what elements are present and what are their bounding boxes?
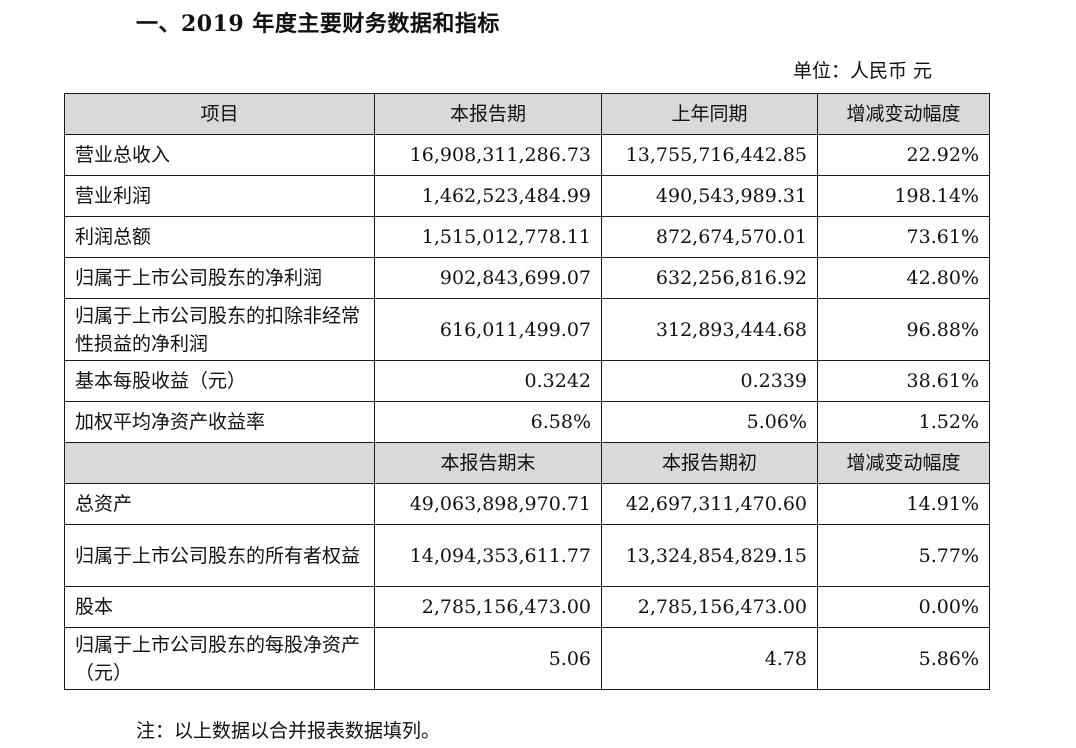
row-label: 总资产 bbox=[64, 483, 375, 525]
current-value: 1,462,523,484.99 bbox=[374, 175, 602, 217]
table-row: 利润总额 1,515,012,778.11 872,674,570.01 73.… bbox=[64, 216, 990, 258]
header-blank bbox=[64, 442, 375, 484]
current-value: 6.58% bbox=[374, 401, 602, 443]
header-item: 项目 bbox=[64, 93, 375, 135]
row-label: 营业总收入 bbox=[64, 134, 375, 176]
change-value: 38.61% bbox=[817, 360, 990, 402]
table-row: 基本每股收益（元） 0.3242 0.2339 38.61% bbox=[64, 360, 990, 402]
current-value: 2,785,156,473.00 bbox=[374, 586, 602, 628]
change-value: 96.88% bbox=[817, 298, 990, 361]
change-value: 42.80% bbox=[817, 257, 990, 299]
change-value: 22.92% bbox=[817, 134, 990, 176]
header-previous-period: 上年同期 bbox=[601, 93, 818, 135]
header-change: 增减变动幅度 bbox=[817, 93, 990, 135]
header-current-period: 本报告期 bbox=[374, 93, 602, 135]
table-row: 营业总收入 16,908,311,286.73 13,755,716,442.8… bbox=[64, 134, 990, 176]
current-value: 14,094,353,611.77 bbox=[374, 524, 602, 587]
row-label: 归属于上市公司股东的净利润 bbox=[64, 257, 375, 299]
current-value: 616,011,499.07 bbox=[374, 298, 602, 361]
table-header-row: 项目 本报告期 上年同期 增减变动幅度 bbox=[64, 93, 990, 135]
table-row: 归属于上市公司股东的每股净资产（元） 5.06 4.78 5.86% bbox=[64, 627, 990, 690]
row-label: 归属于上市公司股东的扣除非经常性损益的净利润 bbox=[64, 298, 375, 361]
row-label: 基本每股收益（元） bbox=[64, 360, 375, 402]
header-period-start: 本报告期初 bbox=[601, 442, 818, 484]
previous-value: 42,697,311,470.60 bbox=[601, 483, 818, 525]
row-label: 归属于上市公司股东的每股净资产（元） bbox=[64, 627, 375, 690]
unit-label: 单位：人民币 元 bbox=[792, 60, 932, 82]
row-label: 股本 bbox=[64, 586, 375, 628]
current-value: 49,063,898,970.71 bbox=[374, 483, 602, 525]
row-label: 加权平均净资产收益率 bbox=[64, 401, 375, 443]
current-value: 902,843,699.07 bbox=[374, 257, 602, 299]
table-row: 营业利润 1,462,523,484.99 490,543,989.31 198… bbox=[64, 175, 990, 217]
previous-value: 312,893,444.68 bbox=[601, 298, 818, 361]
table-subheader-row: 本报告期末 本报告期初 增减变动幅度 bbox=[64, 442, 990, 484]
table-row: 股本 2,785,156,473.00 2,785,156,473.00 0.0… bbox=[64, 586, 990, 628]
row-label: 营业利润 bbox=[64, 175, 375, 217]
current-value: 5.06 bbox=[374, 627, 602, 690]
section-title: 一、2019 年度主要财务数据和指标 bbox=[136, 11, 500, 37]
change-value: 73.61% bbox=[817, 216, 990, 258]
footnote: 注：以上数据以合并报表数据填列。 bbox=[136, 720, 441, 742]
previous-value: 2,785,156,473.00 bbox=[601, 586, 818, 628]
row-label: 归属于上市公司股东的所有者权益 bbox=[64, 524, 375, 587]
previous-value: 490,543,989.31 bbox=[601, 175, 818, 217]
current-value: 1,515,012,778.11 bbox=[374, 216, 602, 258]
change-value: 5.77% bbox=[817, 524, 990, 587]
row-label: 利润总额 bbox=[64, 216, 375, 258]
previous-value: 5.06% bbox=[601, 401, 818, 443]
table-row: 归属于上市公司股东的所有者权益 14,094,353,611.77 13,324… bbox=[64, 524, 990, 587]
previous-value: 632,256,816.92 bbox=[601, 257, 818, 299]
previous-value: 13,324,854,829.15 bbox=[601, 524, 818, 587]
header-change: 增减变动幅度 bbox=[817, 442, 990, 484]
current-value: 16,908,311,286.73 bbox=[374, 134, 602, 176]
table-row: 归属于上市公司股东的净利润 902,843,699.07 632,256,816… bbox=[64, 257, 990, 299]
table-row: 总资产 49,063,898,970.71 42,697,311,470.60 … bbox=[64, 483, 990, 525]
change-value: 14.91% bbox=[817, 483, 990, 525]
change-value: 5.86% bbox=[817, 627, 990, 690]
table-row: 加权平均净资产收益率 6.58% 5.06% 1.52% bbox=[64, 401, 990, 443]
financial-data-table: 项目 本报告期 上年同期 增减变动幅度 营业总收入 16,908,311,286… bbox=[64, 93, 990, 690]
header-period-end: 本报告期末 bbox=[374, 442, 602, 484]
previous-value: 0.2339 bbox=[601, 360, 818, 402]
change-value: 198.14% bbox=[817, 175, 990, 217]
previous-value: 872,674,570.01 bbox=[601, 216, 818, 258]
change-value: 0.00% bbox=[817, 586, 990, 628]
previous-value: 13,755,716,442.85 bbox=[601, 134, 818, 176]
previous-value: 4.78 bbox=[601, 627, 818, 690]
change-value: 1.52% bbox=[817, 401, 990, 443]
table-row: 归属于上市公司股东的扣除非经常性损益的净利润 616,011,499.07 31… bbox=[64, 298, 990, 361]
current-value: 0.3242 bbox=[374, 360, 602, 402]
